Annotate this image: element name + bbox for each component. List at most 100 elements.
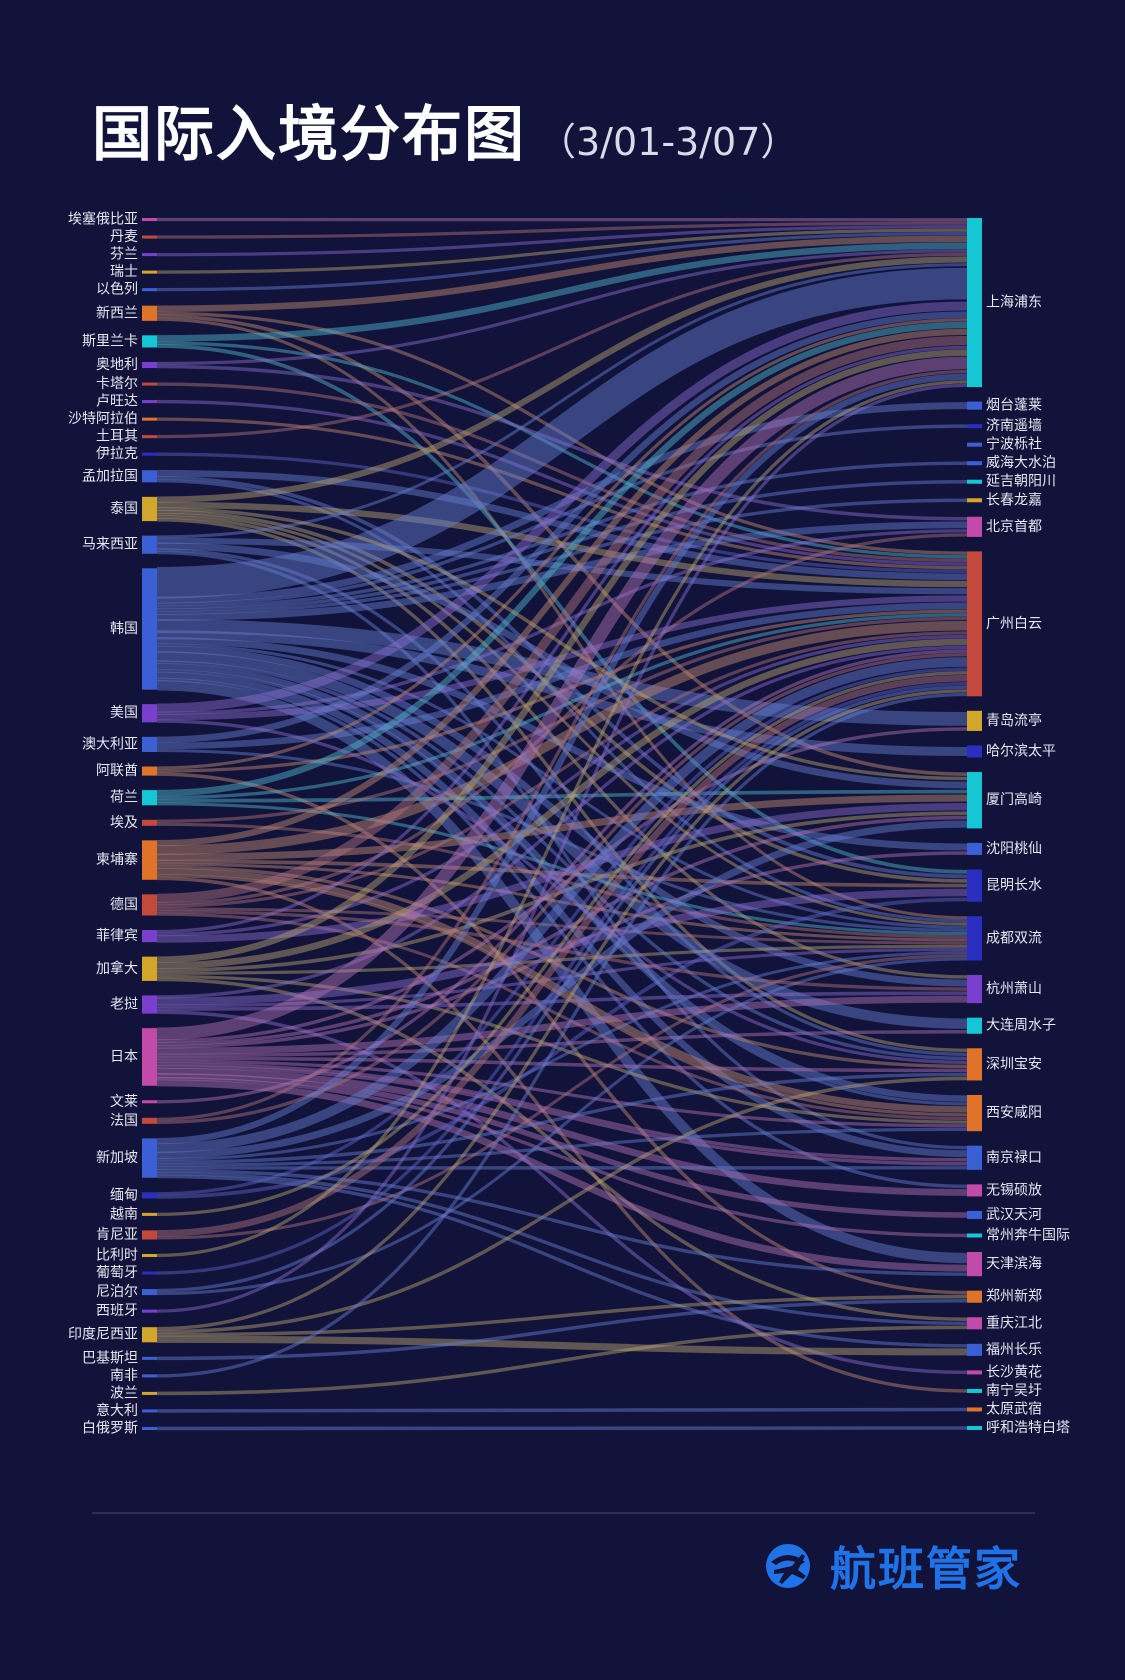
- sankey-link-tint: [156, 802, 968, 936]
- sankey-link-tint: [156, 369, 968, 1121]
- sankey-link: [156, 311, 968, 744]
- sankey-link-tint: [156, 512, 968, 926]
- sankey-link-tint: [156, 1169, 968, 1276]
- sankey-link-tint: [156, 669, 968, 1106]
- source-node: [142, 1309, 157, 1313]
- source-label: 意大利: [96, 1402, 138, 1419]
- source-node: [142, 1253, 157, 1258]
- sankey-link-tint: [156, 509, 968, 883]
- target-node: [967, 461, 982, 466]
- target-node: [967, 1252, 982, 1277]
- source-label: 奥地利: [96, 356, 138, 373]
- sankey-link-tint: [156, 873, 968, 1117]
- target-label: 厦门高崎: [986, 791, 1042, 808]
- sankey-link: [156, 417, 968, 570]
- sankey-link-tint: [156, 649, 968, 1104]
- source-label: 文莱: [110, 1094, 138, 1110]
- sankey-link: [156, 692, 968, 1378]
- sankey-link: [156, 1407, 968, 1413]
- sankey-link-tint: [156, 602, 968, 750]
- sankey-link: [156, 402, 968, 604]
- target-label: 郑州新郑: [986, 1289, 1042, 1305]
- target-node: [967, 869, 982, 902]
- source-node: [142, 1192, 157, 1199]
- sankey-link-tint: [156, 402, 968, 604]
- sankey-link: [156, 318, 968, 770]
- sankey-link-tint: [156, 876, 968, 1393]
- sankey-link-tint: [156, 645, 968, 987]
- source-label: 泰国: [110, 501, 138, 517]
- sankey-link: [156, 954, 968, 1240]
- target-node: [967, 401, 982, 410]
- sankey-link-tint: [156, 1076, 968, 1334]
- sankey-link-tint: [156, 515, 968, 979]
- sankey-link: [156, 373, 968, 1145]
- sankey-link: [156, 344, 968, 874]
- source-node: [142, 1289, 157, 1296]
- sankey-link: [156, 865, 968, 1069]
- sankey-link-tint: [156, 321, 968, 797]
- source-node: [142, 417, 157, 421]
- sankey-link: [156, 802, 968, 936]
- sankey-link-tint: [156, 1298, 968, 1361]
- source-label: 埃及: [110, 815, 138, 831]
- sankey-link-tint: [156, 231, 968, 292]
- target-label: 青岛流亭: [986, 712, 1042, 729]
- sankey-link-tint: [156, 542, 968, 789]
- sankey-link: [156, 613, 968, 800]
- source-label: 尼泊尔: [96, 1284, 138, 1300]
- sankey-link-tint: [156, 888, 968, 1006]
- target-node: [967, 710, 982, 731]
- target-node: [967, 1343, 982, 1356]
- target-node: [967, 1290, 982, 1303]
- sankey-link-tint: [156, 267, 968, 599]
- target-label: 南京禄口: [986, 1150, 1042, 1166]
- sankey-link: [156, 529, 968, 715]
- sankey-link: [156, 221, 968, 239]
- sankey-link: [156, 859, 968, 888]
- source-node: [142, 435, 157, 439]
- target-node: [967, 442, 982, 447]
- sankey-link-tint: [156, 995, 968, 1055]
- sankey-link-tint: [156, 249, 968, 366]
- sankey-link-tint: [156, 631, 968, 908]
- sankey-link-tint: [156, 507, 968, 781]
- sankey-link-tint: [156, 794, 968, 861]
- source-label: 肯尼亚: [96, 1227, 138, 1243]
- source-label: 葡萄牙: [96, 1265, 138, 1281]
- sankey-link-tint: [156, 1127, 968, 1167]
- sankey-link-tint: [156, 314, 968, 777]
- target-node: [967, 1210, 982, 1219]
- sankey-link-tint: [156, 1076, 968, 1238]
- links-layer: [156, 217, 968, 1431]
- source-node: [142, 766, 157, 776]
- target-node: [967, 1184, 982, 1197]
- sankey-link: [156, 671, 968, 1217]
- sankey-link-tint: [156, 680, 968, 1264]
- sankey-link: [156, 951, 968, 1161]
- nodes-layer: [142, 218, 982, 1430]
- target-label: 昆明长水: [986, 878, 1042, 894]
- sankey-link: [156, 619, 968, 726]
- source-label: 斯里兰卡: [82, 333, 138, 349]
- sankey-link: [156, 947, 968, 1008]
- sankey-link-tint: [156, 1030, 968, 1058]
- sankey-link: [156, 822, 968, 939]
- source-node: [142, 840, 157, 880]
- plane-globe-icon: [766, 1544, 810, 1588]
- source-node: [142, 452, 157, 456]
- source-node: [142, 790, 157, 806]
- target-label: 呼和浩特白塔: [986, 1420, 1070, 1436]
- target-label: 重庆江北: [986, 1315, 1042, 1331]
- source-node: [142, 1212, 157, 1216]
- sankey-link: [156, 689, 968, 1331]
- target-node: [967, 479, 982, 484]
- target-label: 威海大水泊: [986, 455, 1056, 471]
- sankey-link-tint: [156, 1171, 968, 1325]
- sankey-link: [156, 873, 968, 1117]
- sankey-link: [156, 660, 968, 1061]
- sankey-link-tint: [156, 685, 968, 1293]
- sankey-link-tint: [156, 373, 968, 1145]
- sankey-link-tint: [156, 344, 968, 874]
- target-node: [967, 551, 982, 697]
